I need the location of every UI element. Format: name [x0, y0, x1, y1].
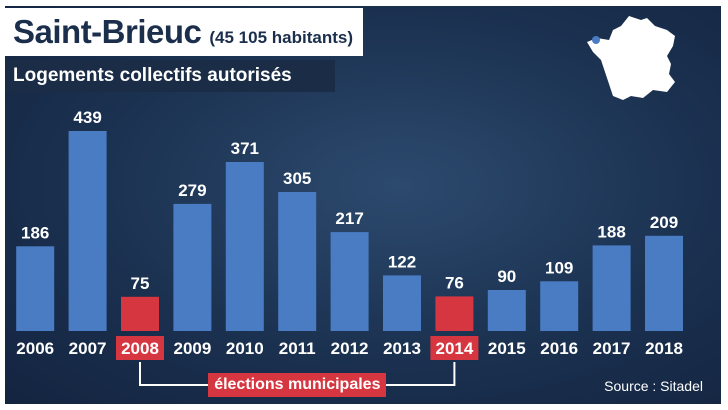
- tick-label-2016: 2016: [540, 339, 578, 358]
- tick-label-2010: 2010: [226, 339, 264, 358]
- data-label-2016: 109: [545, 258, 573, 277]
- chart-subtitle: Logements collectifs autorisés: [13, 65, 292, 86]
- saint-brieuc-marker: [592, 36, 600, 44]
- data-label-2012: 217: [335, 209, 363, 228]
- population-label: (45 105 habitants): [209, 28, 353, 47]
- data-label-2011: 305: [283, 169, 311, 188]
- tick-label-2013: 2013: [383, 339, 421, 358]
- bar-2015: [487, 290, 526, 331]
- data-label-2013: 122: [388, 252, 416, 271]
- tick-label-2014: 2014: [435, 339, 473, 358]
- data-label-2008: 75: [131, 274, 150, 293]
- data-label-2006: 186: [21, 223, 49, 242]
- elections-label: élections municipales: [208, 373, 387, 397]
- tick-label-2012: 2012: [331, 339, 369, 358]
- tick-label-2015: 2015: [488, 339, 526, 358]
- tick-label-2007: 2007: [69, 339, 107, 358]
- france-map-icon: [587, 16, 675, 100]
- bar-2008: [121, 296, 159, 331]
- tick-label-2017: 2017: [593, 339, 631, 358]
- data-label-2010: 371: [231, 139, 259, 158]
- source-label: Source : Sitadel: [604, 378, 703, 394]
- bar-chart: 186 439 75 279 371 305 217 122 76 90 109 188 209 200…: [16, 108, 683, 386]
- bar-2017: [592, 245, 631, 331]
- tick-highlight-2014: [430, 336, 479, 360]
- bar-2016: [540, 281, 579, 331]
- bar-2012: [330, 232, 369, 331]
- chart-panel: 186 439 75 279 371 305 217 122 76 90 109 188 209 200…: [5, 6, 721, 404]
- bar-2018: [645, 235, 683, 331]
- bar-2011: [278, 192, 317, 331]
- bar-2014: [435, 296, 474, 331]
- title-box: Saint-Brieuc (45 105 habitants): [5, 8, 363, 56]
- subtitle-box: Logements collectifs autorisés: [5, 60, 335, 92]
- tick-label-2011: 2011: [279, 339, 316, 358]
- chart-title: Saint-Brieuc: [13, 13, 202, 50]
- bar-2010: [225, 162, 264, 331]
- tick-label-2018: 2018: [645, 339, 683, 358]
- bar-2006: [16, 246, 55, 331]
- tick-label-2009: 2009: [173, 339, 211, 358]
- tick-label-2006: 2006: [16, 339, 54, 358]
- bar-2009: [173, 203, 212, 331]
- tick-label-2008: 2008: [121, 339, 159, 358]
- data-label-2007: 439: [73, 108, 101, 127]
- data-label-2015: 90: [497, 267, 516, 286]
- data-label-2018: 209: [650, 213, 678, 232]
- bar-2007: [68, 131, 107, 331]
- data-label-2014: 76: [445, 273, 464, 292]
- tick-highlight-2008: [116, 336, 164, 360]
- data-label-2017: 188: [597, 222, 625, 241]
- data-label-2009: 279: [178, 181, 206, 200]
- bar-2013: [383, 275, 421, 331]
